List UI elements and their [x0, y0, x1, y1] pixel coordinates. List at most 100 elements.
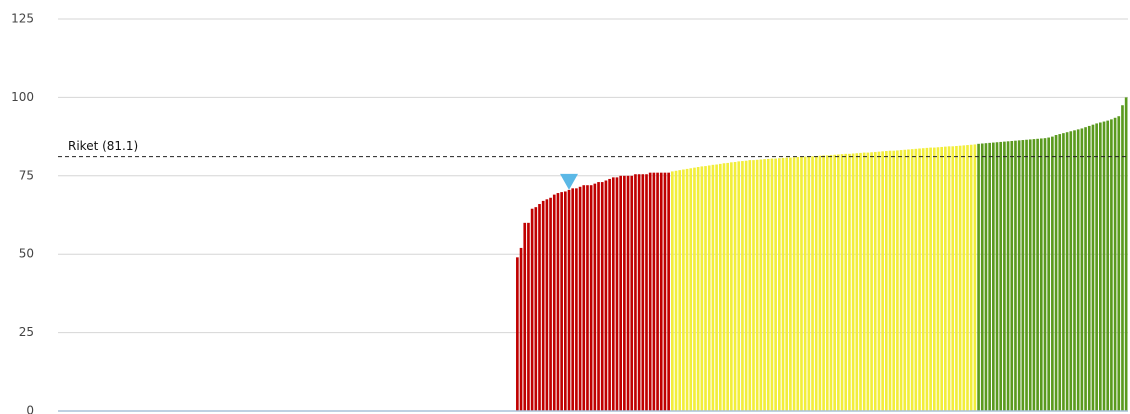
bar: [552, 194, 556, 411]
bar: [980, 143, 984, 411]
bar: [1065, 132, 1069, 411]
bar: [800, 156, 803, 411]
bar: [571, 188, 575, 411]
reference-label: Riket (81.1): [68, 139, 138, 153]
bar: [1076, 129, 1080, 411]
bar: [1014, 140, 1017, 411]
bar: [966, 145, 969, 411]
bar: [914, 148, 918, 412]
bar: [519, 247, 523, 411]
bar: [1043, 138, 1047, 411]
y-tick-label: 125: [11, 12, 34, 26]
bar: [932, 147, 936, 412]
bar: [1124, 97, 1128, 412]
bar: [892, 150, 896, 411]
bar: [1087, 125, 1091, 412]
bar: [556, 193, 560, 411]
bar: [1117, 116, 1121, 411]
bar: [1084, 127, 1087, 411]
bar: [538, 204, 541, 411]
bar: [1073, 130, 1076, 411]
bar: [1058, 134, 1062, 412]
bar: [844, 153, 848, 411]
bar: [825, 155, 829, 411]
bar: [652, 172, 656, 411]
bar: [523, 222, 527, 411]
bar: [1003, 141, 1006, 411]
bar: [1039, 138, 1043, 411]
bar: [541, 200, 545, 411]
bar: [707, 165, 711, 411]
bar: [822, 155, 825, 411]
bar: [870, 152, 873, 411]
bar: [877, 151, 881, 411]
bar: [711, 164, 715, 411]
bar: [604, 180, 608, 411]
bar: [752, 160, 755, 411]
bar: [947, 146, 951, 411]
bar: [1036, 138, 1039, 411]
bar: [682, 169, 685, 411]
bar: [903, 149, 907, 412]
bar: [641, 174, 645, 411]
bar: [530, 208, 534, 411]
bar: [578, 186, 582, 411]
bar: [737, 161, 741, 411]
bar: [770, 158, 774, 411]
bar: [1051, 136, 1054, 411]
bar: [744, 160, 748, 411]
bar: [637, 174, 641, 411]
bar: [1106, 120, 1110, 412]
bar: [693, 167, 696, 411]
bar: [803, 156, 807, 411]
bar: [560, 192, 563, 411]
bar: [696, 167, 700, 411]
bar: [796, 156, 800, 411]
bar: [851, 153, 855, 411]
bar: [944, 146, 947, 411]
bar: [951, 146, 955, 411]
bar: [873, 151, 877, 411]
bar: [563, 191, 567, 411]
bar: [1021, 140, 1025, 411]
bar: [608, 178, 611, 411]
bar: [589, 185, 593, 411]
bar: [837, 154, 840, 411]
bar: [597, 182, 600, 411]
bar: [785, 157, 789, 411]
bar: [792, 157, 796, 411]
bar: [1091, 124, 1095, 411]
bar: [855, 153, 859, 411]
y-tick-label: 0: [26, 404, 34, 414]
bar: [929, 147, 932, 412]
bar: [859, 152, 862, 411]
bar: [907, 149, 910, 412]
bar: [623, 175, 626, 411]
bar: [969, 144, 973, 411]
bar: [733, 162, 737, 411]
y-tick-label: 100: [11, 90, 34, 104]
bar: [958, 145, 962, 411]
bar: [763, 159, 766, 411]
bar: [689, 168, 693, 411]
bar: [988, 142, 991, 411]
bar: [999, 141, 1003, 411]
bar: [1095, 123, 1098, 411]
bar: [663, 172, 667, 411]
bar: [645, 174, 648, 411]
bar: [718, 163, 722, 411]
bar: [582, 185, 586, 411]
bar: [534, 207, 538, 411]
bar: [516, 257, 519, 411]
bar: [781, 157, 785, 411]
bar: [899, 150, 903, 412]
bar: [789, 157, 792, 411]
bar: [774, 158, 777, 411]
bar: [674, 170, 678, 411]
bar: [940, 146, 944, 412]
bar: [995, 142, 999, 411]
bar: [1102, 121, 1106, 411]
bar: [1047, 137, 1051, 411]
bar: [866, 152, 870, 411]
bar: [619, 175, 623, 411]
